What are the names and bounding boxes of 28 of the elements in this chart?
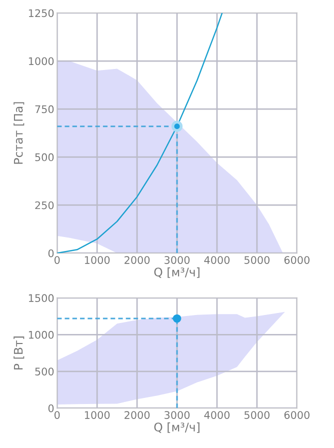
- x-tick-label: 5000: [244, 411, 270, 419]
- y-tick-label: 1000: [28, 57, 54, 66]
- y-tick-label: 500: [35, 368, 54, 376]
- y-tick-label: 0: [48, 404, 54, 412]
- x-tick-label: 0: [54, 256, 60, 264]
- x-axis-title: Q [м³/ч]: [154, 267, 200, 278]
- y-axis-title: Pстат [Па]: [14, 102, 24, 164]
- y-axis-title: P [Вт]: [14, 336, 24, 370]
- y-tick-label: 1500: [28, 294, 54, 302]
- y-tick-label: 500: [35, 153, 54, 162]
- x-tick-label: 2000: [124, 256, 150, 264]
- x-tick-label: 3000: [164, 411, 190, 419]
- x-axis-title: Q [м³/ч]: [154, 422, 200, 433]
- x-tick-label: 4000: [204, 256, 230, 264]
- x-tick-label: 6000: [284, 256, 310, 264]
- x-tick-label: 6000: [284, 411, 310, 419]
- x-tick-label: 5000: [244, 256, 270, 264]
- x-tick-label: 1000: [84, 256, 110, 264]
- x-tick-label: 0: [54, 411, 60, 419]
- x-tick-label: 1000: [84, 411, 110, 419]
- x-tick-label: 2000: [124, 411, 150, 419]
- x-tick-label: 3000: [164, 256, 190, 264]
- y-tick-label: 0: [48, 249, 54, 258]
- x-tick-label: 4000: [204, 411, 230, 419]
- y-tick-label: 250: [35, 201, 54, 210]
- y-tick-label: 1000: [28, 330, 54, 339]
- y-tick-label: 1250: [28, 9, 54, 18]
- y-tick-label: 750: [35, 105, 54, 114]
